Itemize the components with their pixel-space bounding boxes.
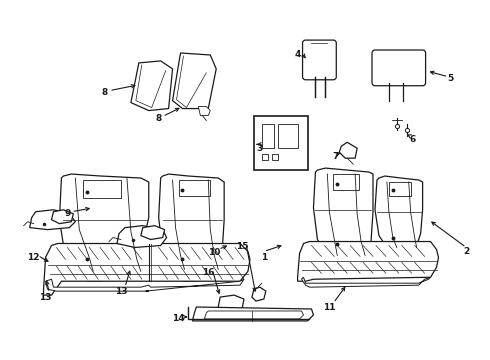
Polygon shape [301,277,431,287]
Text: 13: 13 [39,293,52,302]
Polygon shape [252,287,266,301]
Polygon shape [172,53,216,109]
Polygon shape [141,226,165,239]
Polygon shape [314,168,373,257]
Polygon shape [193,307,314,321]
Polygon shape [83,180,121,198]
Text: 7: 7 [332,152,339,161]
Polygon shape [59,174,149,271]
FancyBboxPatch shape [372,50,426,86]
Text: 8: 8 [102,88,108,97]
Polygon shape [306,43,333,77]
Polygon shape [178,180,210,196]
Text: 10: 10 [208,248,220,257]
Bar [254,117,308,170]
Text: 9: 9 [64,209,71,218]
Polygon shape [46,279,244,291]
Text: 1: 1 [261,253,267,262]
Polygon shape [389,182,411,196]
Polygon shape [30,210,75,230]
Text: 3: 3 [257,144,263,153]
Polygon shape [79,267,101,281]
Polygon shape [44,243,250,295]
Polygon shape [51,210,74,224]
Text: 4: 4 [294,50,301,59]
Text: 11: 11 [323,302,336,311]
Polygon shape [333,174,359,190]
Text: 14: 14 [172,314,185,323]
Polygon shape [278,125,297,148]
Polygon shape [327,253,347,267]
Text: 6: 6 [410,135,416,144]
FancyBboxPatch shape [302,40,336,80]
Polygon shape [375,176,422,249]
Text: 12: 12 [27,253,40,262]
Text: 2: 2 [463,247,469,256]
Polygon shape [262,154,268,160]
Text: 5: 5 [447,74,454,83]
Polygon shape [375,53,422,83]
Polygon shape [272,154,278,160]
Text: 15: 15 [236,242,248,251]
Polygon shape [131,61,172,111]
Polygon shape [198,107,210,116]
Polygon shape [297,242,439,281]
Polygon shape [117,226,167,247]
Polygon shape [174,267,196,281]
Polygon shape [204,311,303,319]
Text: 8: 8 [155,114,162,123]
Text: 16: 16 [202,268,215,277]
Polygon shape [218,295,244,311]
Polygon shape [339,142,357,158]
Text: 13: 13 [115,287,127,296]
Polygon shape [159,174,224,269]
Polygon shape [262,125,274,148]
